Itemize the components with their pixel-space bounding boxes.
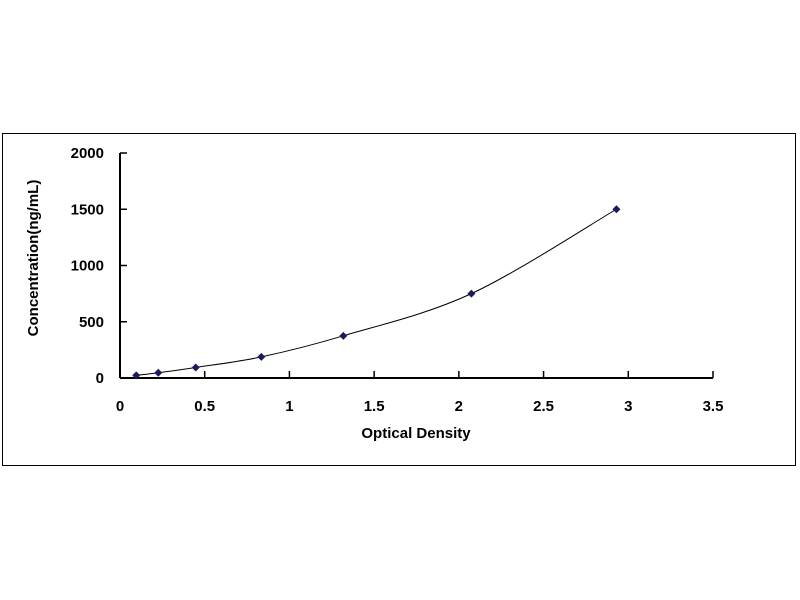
data-point (467, 289, 476, 298)
fit-curve (136, 208, 617, 376)
y-tick-label: 2000 (71, 145, 104, 162)
data-point (339, 331, 348, 340)
x-tick-label: 0 (116, 398, 124, 415)
y-tick-label: 0 (96, 370, 104, 387)
x-tick-label: 1 (285, 398, 293, 415)
x-tick-label: 2.5 (533, 398, 554, 415)
y-tick-label: 500 (79, 314, 104, 331)
x-axis-label: Optical Density (361, 425, 471, 442)
data-point (132, 371, 141, 380)
data-point (612, 205, 621, 214)
x-tick-label: 3.5 (703, 398, 724, 415)
x-tick-label: 1.5 (364, 398, 385, 415)
x-tick-label: 0.5 (194, 398, 215, 415)
y-axis-label: Concentration(ng/mL) (25, 180, 42, 337)
y-tick-label: 1500 (71, 201, 104, 218)
data-point (154, 368, 163, 377)
data-points (132, 205, 621, 380)
tick-labels: 0 0.5 1 1.5 2 2.5 3 3.5 0 500 1000 1500 2000 (71, 145, 724, 415)
data-point (257, 352, 266, 361)
chart-frame (2, 133, 796, 466)
data-point (191, 363, 200, 372)
y-tick-label: 1000 (71, 258, 104, 275)
x-tick-label: 3 (624, 398, 632, 415)
axes (119, 152, 714, 379)
x-tick-label: 2 (455, 398, 463, 415)
